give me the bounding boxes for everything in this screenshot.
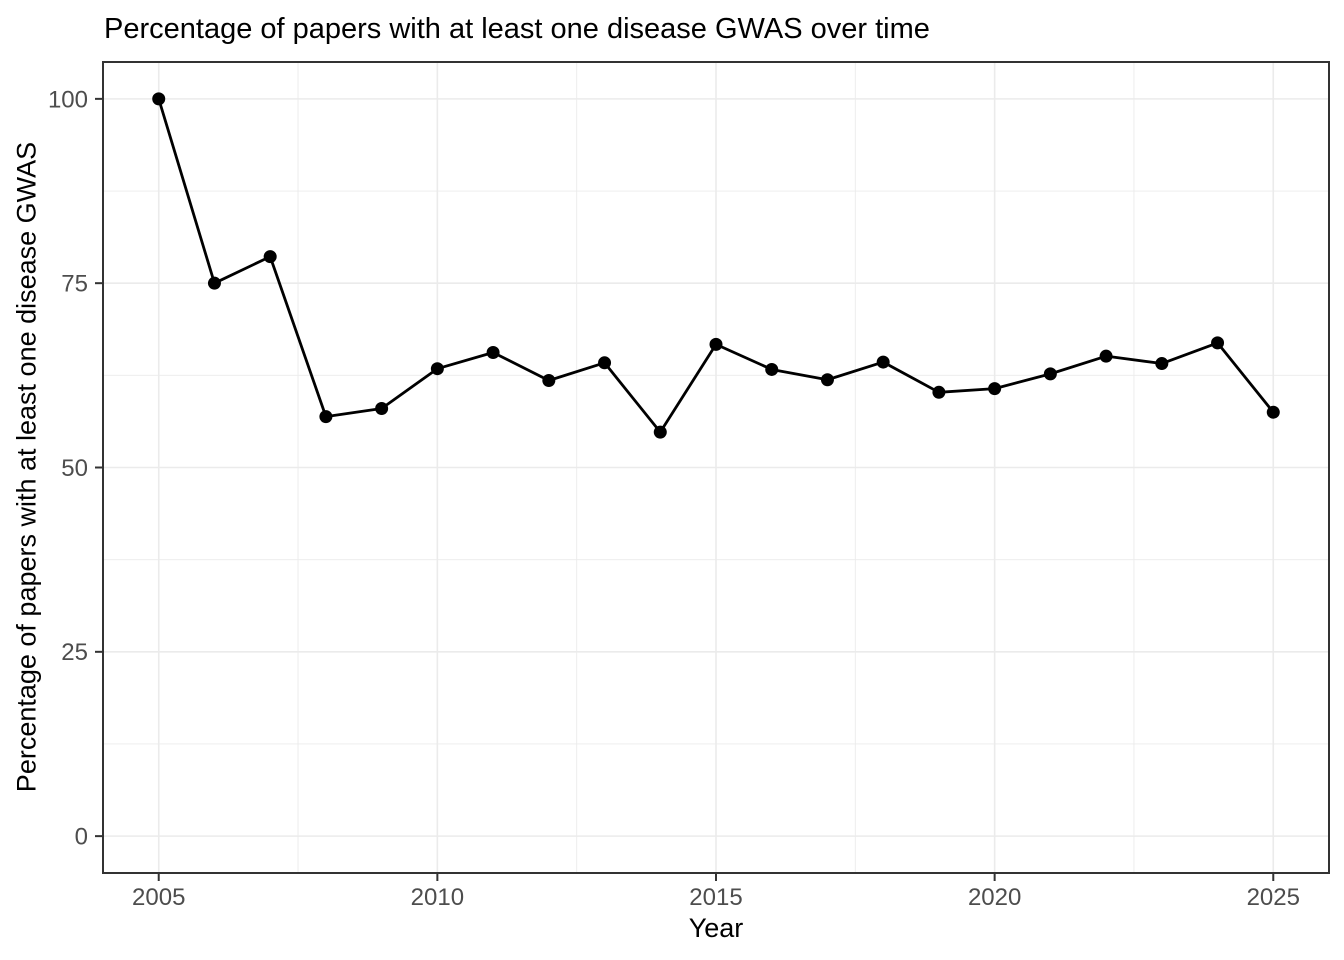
data-point — [876, 355, 890, 369]
data-point — [765, 362, 779, 376]
data-point — [1266, 405, 1280, 419]
data-point — [1099, 349, 1113, 363]
data-point — [709, 337, 723, 351]
data-point — [430, 362, 444, 376]
y-tick-label: 25 — [61, 639, 88, 666]
x-tick-label: 2020 — [968, 884, 1021, 911]
y-tick-label: 100 — [48, 86, 88, 113]
data-point — [207, 276, 221, 290]
data-point — [932, 385, 946, 399]
data-point — [152, 92, 166, 106]
y-tick-label: 50 — [61, 455, 88, 482]
data-point — [1155, 357, 1169, 371]
data-point — [375, 402, 389, 416]
x-tick-label: 2005 — [132, 884, 185, 911]
data-point — [653, 425, 667, 439]
data-point — [319, 410, 333, 424]
y-tick-label: 0 — [75, 824, 88, 851]
panel-border — [102, 61, 1330, 874]
data-point — [1043, 367, 1057, 381]
data-point — [988, 382, 1002, 396]
data-point — [263, 250, 277, 264]
data-point — [542, 374, 556, 388]
chart-title: Percentage of papers with at least one d… — [104, 13, 930, 45]
data-point — [820, 373, 834, 387]
x-axis-title: Year — [688, 913, 744, 943]
data-point — [1211, 336, 1225, 350]
x-tick-label: 2025 — [1247, 884, 1300, 911]
x-tick-label: 2015 — [689, 884, 742, 911]
x-tick-label: 2010 — [411, 884, 464, 911]
data-point — [598, 356, 612, 370]
y-tick-label: 75 — [61, 271, 88, 298]
data-point — [486, 345, 500, 359]
